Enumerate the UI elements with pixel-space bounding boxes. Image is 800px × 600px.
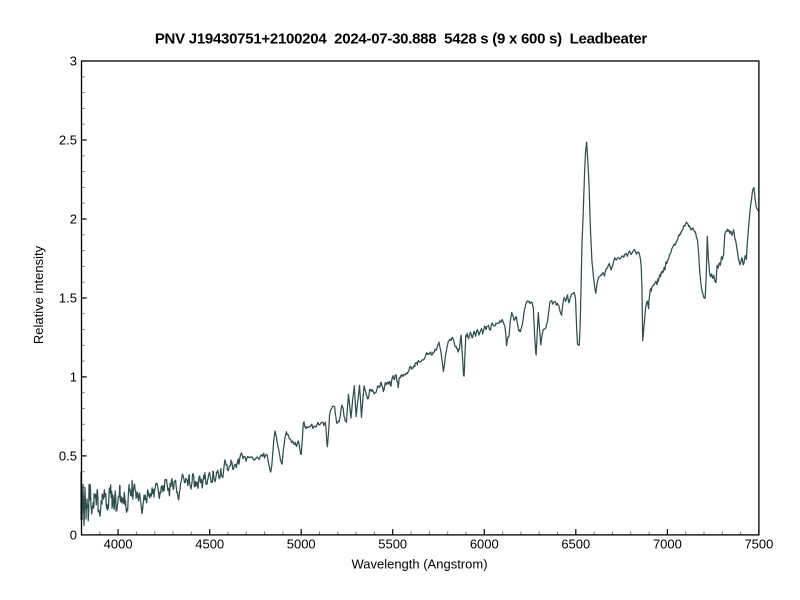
svg-text:1.5: 1.5 <box>59 291 77 306</box>
svg-text:6000: 6000 <box>470 537 499 552</box>
svg-text:4000: 4000 <box>104 537 133 552</box>
svg-text:Wavelength (Angstrom): Wavelength (Angstrom) <box>351 557 487 572</box>
svg-text:4500: 4500 <box>195 537 224 552</box>
svg-text:7500: 7500 <box>744 537 773 552</box>
svg-text:5000: 5000 <box>287 537 316 552</box>
svg-text:2.5: 2.5 <box>59 133 77 148</box>
svg-text:1: 1 <box>70 370 77 385</box>
svg-text:2: 2 <box>70 212 77 227</box>
svg-text:PNV J19430751+2100204 2024-07: PNV J19430751+2100204 2024-07-30.888 542… <box>155 30 648 47</box>
svg-text:Relative intensity: Relative intensity <box>31 245 46 344</box>
svg-text:5500: 5500 <box>378 537 407 552</box>
svg-text:0.5: 0.5 <box>59 449 77 464</box>
svg-text:0: 0 <box>70 528 77 543</box>
svg-text:6500: 6500 <box>561 537 590 552</box>
svg-text:3: 3 <box>70 54 77 69</box>
svg-text:7000: 7000 <box>653 537 682 552</box>
